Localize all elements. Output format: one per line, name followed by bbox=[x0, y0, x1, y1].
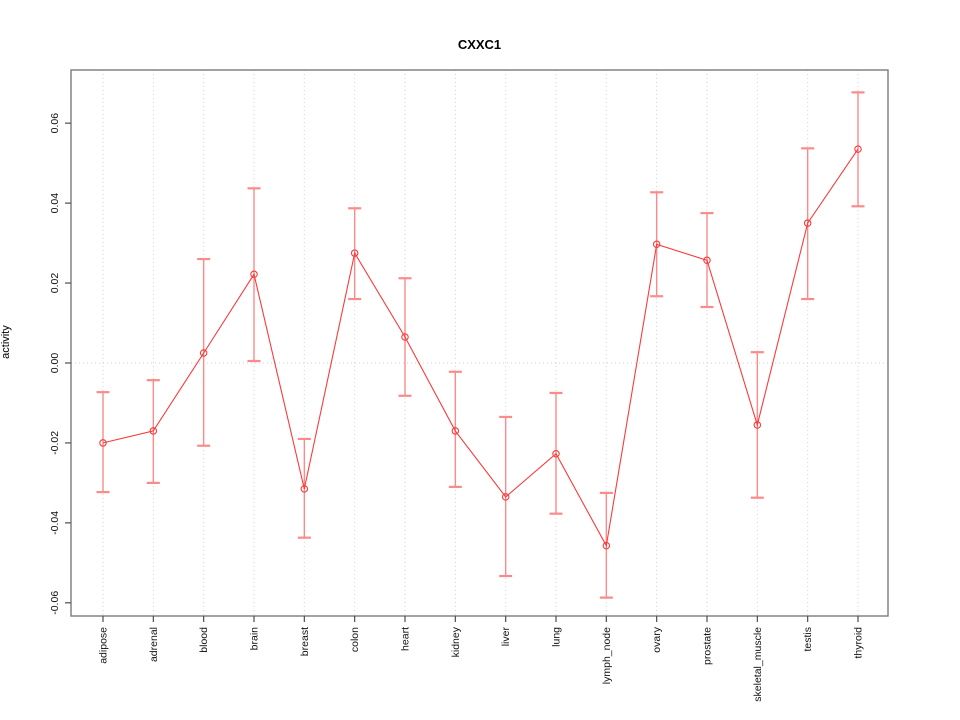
x-tick-label: testis bbox=[802, 627, 814, 652]
plot-box bbox=[70, 69, 889, 617]
y-tick-label: 0.04 bbox=[49, 193, 61, 214]
data-point-marker bbox=[401, 333, 409, 341]
x-tick-label: ovary bbox=[651, 626, 663, 652]
data-point-marker bbox=[350, 249, 359, 257]
x-tick-label: adrenal bbox=[148, 627, 160, 662]
x-tick-label: lung bbox=[551, 627, 563, 647]
x-tick-label: lymph_node bbox=[601, 627, 613, 684]
x-tick-label: adipose bbox=[98, 627, 110, 664]
chart-title: CXXC1 bbox=[457, 37, 502, 52]
x-tick-label: liver bbox=[500, 627, 512, 647]
x-tick-label: heart bbox=[400, 627, 412, 651]
series-line bbox=[102, 148, 859, 548]
data-point-marker bbox=[99, 439, 107, 447]
x-tick-label: brain bbox=[249, 627, 261, 651]
data-point-marker bbox=[552, 449, 560, 458]
data-point-marker bbox=[501, 493, 510, 501]
data-point-marker bbox=[854, 145, 862, 153]
data-point-marker bbox=[199, 349, 208, 357]
x-tick-label: prostate bbox=[702, 627, 714, 665]
x-tick-label: colon bbox=[349, 627, 361, 652]
data-point-marker bbox=[652, 240, 661, 249]
data-point-marker bbox=[703, 256, 711, 265]
x-tick-label: kidney bbox=[450, 626, 462, 657]
data-point-marker bbox=[803, 219, 812, 227]
y-tick-label: -0.04 bbox=[49, 511, 61, 535]
data-point-marker bbox=[250, 270, 258, 279]
y-tick-label: 0.06 bbox=[49, 113, 61, 134]
y-tick-label: -0.02 bbox=[49, 431, 61, 455]
x-tick-label: thyroid bbox=[853, 627, 865, 659]
data-point-marker bbox=[149, 427, 158, 435]
x-tick-label: skeletal_muscle bbox=[752, 627, 764, 702]
data-point-marker bbox=[300, 485, 309, 493]
y-tick-label: 0.02 bbox=[49, 273, 61, 294]
x-tick-label: blood bbox=[198, 627, 210, 653]
x-tick-label: breast bbox=[299, 627, 311, 656]
data-point-marker bbox=[753, 421, 762, 429]
data-point-marker bbox=[451, 427, 460, 435]
data-point-marker bbox=[602, 541, 611, 550]
y-tick-label: -0.06 bbox=[49, 591, 61, 615]
y-tick-label: 0.00 bbox=[49, 353, 61, 374]
